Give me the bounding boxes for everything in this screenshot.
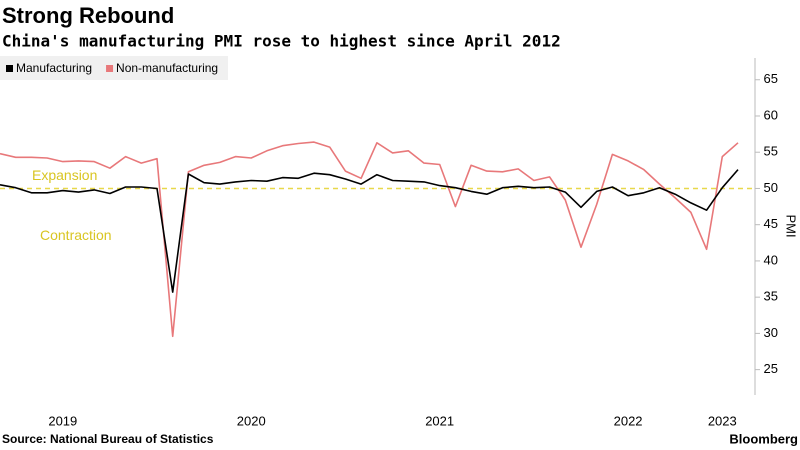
y-tick-label: 40 <box>764 252 778 267</box>
chart-title: Strong Rebound <box>2 3 174 28</box>
legend-swatch <box>106 65 114 72</box>
y-tick-label: 35 <box>764 289 778 304</box>
y-tick-label: 45 <box>764 216 778 231</box>
y-tick-label: 60 <box>764 107 778 122</box>
annotation: Expansion <box>32 167 97 183</box>
legend-label: Manufacturing <box>16 61 92 75</box>
y-tick-label: 25 <box>764 361 778 376</box>
annotation: Contraction <box>40 227 112 243</box>
chart-subtitle: China's manufacturing PMI rose to highes… <box>2 32 561 51</box>
y-tick-label: 30 <box>764 325 778 340</box>
y-axis-label: PMI <box>784 214 799 237</box>
legend-swatch <box>6 65 13 72</box>
legend-label: Non-manufacturing <box>116 61 218 75</box>
x-tick-label: 2020 <box>237 413 266 428</box>
y-tick-label: 55 <box>764 144 778 159</box>
series-line <box>0 141 739 338</box>
source: Source: National Bureau of Statistics <box>2 432 214 446</box>
x-tick-label: 2021 <box>425 413 454 428</box>
series-line <box>0 169 739 293</box>
legend-box <box>0 56 228 80</box>
x-tick-label: 2023 <box>708 413 737 428</box>
x-tick-label: 2019 <box>48 413 77 428</box>
y-tick-label: 50 <box>764 180 778 195</box>
y-tick-label: 65 <box>764 71 778 86</box>
x-tick-label: 2022 <box>614 413 643 428</box>
brand: Bloomberg <box>729 431 798 446</box>
